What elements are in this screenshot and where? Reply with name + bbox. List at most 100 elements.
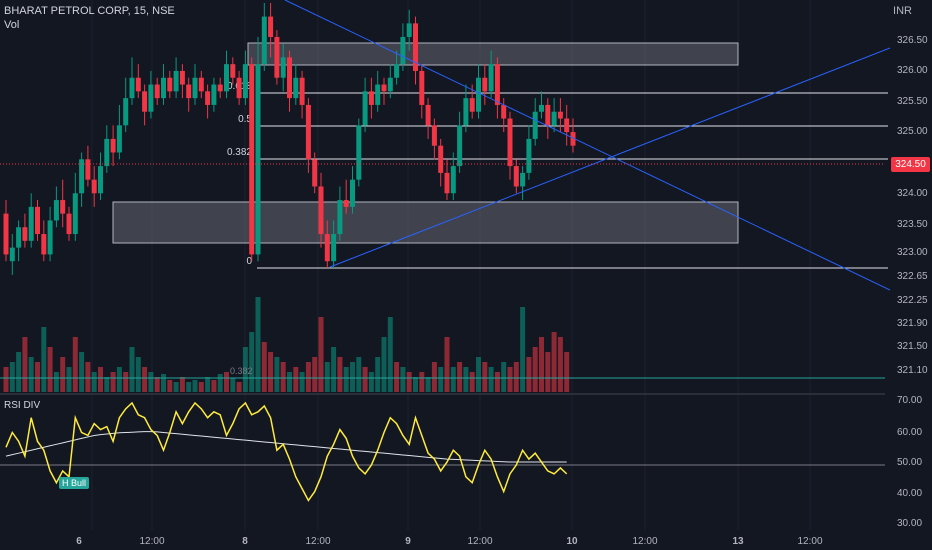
- fib-level-label: 0.5: [238, 114, 252, 125]
- candle-body: [123, 98, 129, 126]
- candle-body: [236, 77, 242, 99]
- volume-bar: [179, 377, 185, 392]
- time-axis-label: 8: [242, 536, 248, 547]
- candle-body: [167, 77, 173, 92]
- supply-demand-zones: [112, 42, 739, 244]
- fib-level-label: 0.382: [227, 147, 252, 158]
- volume-bar: [116, 367, 122, 392]
- time-axis-label: 9: [405, 536, 411, 547]
- candle-body: [249, 64, 255, 255]
- price-axis-label: 325.00: [897, 126, 928, 137]
- candle-body: [211, 84, 217, 105]
- time-axis-label: 12:00: [139, 536, 164, 547]
- candle-body: [110, 138, 116, 153]
- time-axis-label: 13: [732, 536, 744, 547]
- volume-bar: [41, 327, 47, 392]
- volume-bar: [274, 357, 280, 392]
- candle-body: [161, 77, 166, 99]
- candle-body: [154, 84, 160, 99]
- volume-bar: [400, 367, 406, 392]
- volume-bar: [173, 382, 179, 392]
- ascending-trendline[interactable]: [329, 47, 891, 268]
- candle-body: [494, 64, 500, 105]
- candle-body: [488, 64, 494, 92]
- support-zone[interactable]: [112, 201, 739, 244]
- price-axis-label: 322.25: [897, 295, 928, 306]
- volume-bar: [413, 377, 418, 392]
- candle-body: [520, 172, 526, 187]
- volume-bar: [9, 362, 15, 392]
- volume-bar: [305, 362, 311, 392]
- candle-body: [179, 70, 185, 85]
- candle-body: [205, 91, 211, 105]
- price-axis-label: 324.00: [897, 188, 928, 199]
- volume-bar: [425, 377, 431, 392]
- candle-body: [280, 57, 286, 78]
- candle-body: [564, 118, 570, 133]
- candle-body: [198, 77, 204, 92]
- rsi-axis-label: 30.00: [897, 518, 922, 529]
- fib-level-label: 0: [246, 256, 252, 267]
- candle-body: [312, 159, 318, 187]
- volume-bar: [255, 297, 261, 392]
- volume-bar: [268, 352, 274, 392]
- volume-bar: [167, 380, 173, 392]
- candle-body: [142, 91, 148, 112]
- candle-body: [507, 118, 513, 167]
- candlesticks: [3, 3, 576, 275]
- candle-body: [469, 98, 475, 112]
- volume-bar: [532, 347, 538, 392]
- volume-bar: [198, 382, 204, 392]
- volume-bar: [368, 372, 374, 392]
- volume-bar: [293, 367, 299, 392]
- volume-bar: [60, 357, 66, 392]
- candle-body: [450, 166, 456, 194]
- candle-body: [217, 84, 223, 92]
- candle-body: [261, 16, 267, 65]
- candle-body: [476, 77, 481, 112]
- candle-body: [482, 77, 488, 92]
- volume-bar: [444, 337, 450, 392]
- rsi-axis-label: 40.00: [897, 488, 922, 499]
- volume-bar: [507, 367, 513, 392]
- time-axis-label: 6: [76, 536, 82, 547]
- volume-bar: [551, 332, 557, 392]
- time-axis-label: 12:00: [305, 536, 330, 547]
- candle-body: [72, 193, 78, 235]
- candle-body: [457, 125, 463, 167]
- resistance-zone[interactable]: [247, 42, 739, 66]
- candle-body: [16, 227, 22, 248]
- volume-bar: [47, 347, 53, 392]
- volume-bar: [287, 372, 292, 392]
- volume-bars: 0.382: [3, 297, 570, 392]
- volume-bar: [22, 337, 28, 392]
- candle-body: [400, 36, 406, 65]
- candle-body: [368, 91, 374, 105]
- volume-bar: [205, 377, 211, 392]
- volume-bar: [406, 372, 412, 392]
- volume-bar: [394, 362, 400, 392]
- candle-body: [444, 172, 450, 194]
- rsi-pane: [0, 401, 885, 502]
- trendlines[interactable]: [284, 0, 891, 291]
- volume-bar: [123, 372, 129, 392]
- candle-body: [425, 104, 431, 126]
- volume-bar: [192, 380, 198, 392]
- candle-body: [343, 200, 349, 207]
- volume-bar: [217, 374, 223, 392]
- volume-bar: [236, 382, 242, 392]
- time-axis-label: 12:00: [467, 536, 492, 547]
- descending-trendline[interactable]: [284, 0, 891, 291]
- volume-bar: [337, 357, 343, 392]
- volume-bar: [299, 372, 305, 392]
- volume-bar: [154, 377, 160, 392]
- volume-bar: [98, 367, 103, 392]
- candle-body: [116, 125, 122, 153]
- rsi-axis-label: 50.00: [897, 457, 922, 468]
- symbol-title[interactable]: BHARAT PETROL CORP, 15, NSE: [4, 5, 175, 17]
- candle-body: [47, 220, 53, 255]
- time-axis-label: 12:00: [632, 536, 657, 547]
- candle-body: [362, 91, 368, 126]
- candle-body: [413, 23, 418, 71]
